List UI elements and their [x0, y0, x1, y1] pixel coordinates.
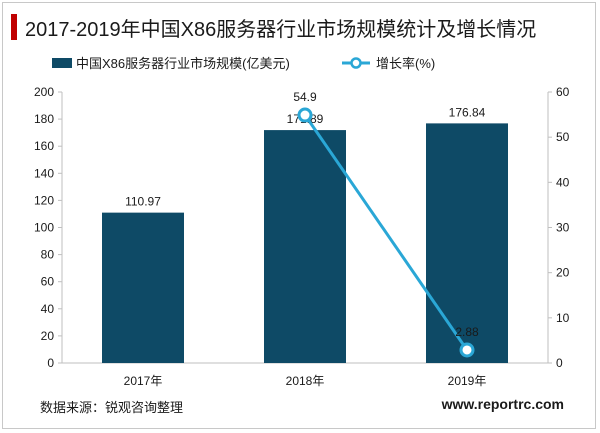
page-title: 2017-2019年中国X86服务器行业市场规模统计及增长情况	[25, 18, 537, 41]
legend-bar-swatch	[52, 58, 72, 68]
bar	[264, 130, 346, 363]
y-left-tick-label: 160	[34, 139, 54, 153]
y-left-tick-label: 0	[47, 356, 54, 370]
legend-line-marker	[350, 57, 362, 69]
growth-value-label: 2.88	[455, 325, 479, 339]
growth-value-label: 54.9	[293, 90, 317, 104]
bar	[426, 123, 508, 363]
y-left-tick-label: 120	[34, 193, 54, 207]
growth-point	[459, 342, 475, 358]
y-left-tick-label: 20	[41, 329, 55, 343]
growth-line	[303, 114, 469, 351]
website-url[interactable]: www.reportrc.com	[441, 396, 564, 412]
y-right-tick-label: 10	[556, 311, 570, 325]
y-right-tick-label: 30	[556, 221, 570, 235]
y-left-tick-label: 60	[41, 275, 55, 289]
y-right-tick-label: 50	[556, 130, 570, 144]
y-left-tick-label: 180	[34, 112, 54, 126]
bar-value-label: 176.84	[449, 105, 486, 119]
y-right-tick-label: 40	[556, 175, 570, 189]
bar-value-label: 110.97	[125, 195, 161, 209]
y-right-tick-label: 60	[556, 85, 570, 99]
y-left-tick-label: 140	[34, 166, 54, 180]
y-left-tick-label: 80	[41, 248, 55, 262]
title-accent-bar	[11, 14, 17, 40]
legend-bar-label: 中国X86服务器行业市场规模(亿美元)	[76, 56, 290, 71]
y-right-tick-label: 0	[556, 356, 563, 370]
y-left-tick-label: 40	[41, 302, 55, 316]
bar	[102, 212, 184, 363]
x-tick-label: 2018年	[286, 374, 325, 388]
x-tick-label: 2019年	[448, 374, 487, 388]
y-left-tick-label: 200	[34, 85, 54, 99]
title-bar: 2017-2019年中国X86服务器行业市场规模统计及增长情况	[11, 13, 536, 41]
y-left-tick-label: 100	[34, 221, 54, 235]
x-tick-label: 2017年	[124, 374, 163, 388]
data-source: 数据来源：锐观咨询整理	[40, 400, 184, 415]
legend-line-label: 增长率(%)	[376, 56, 435, 71]
y-right-tick-label: 20	[556, 266, 570, 280]
growth-point	[297, 107, 313, 123]
